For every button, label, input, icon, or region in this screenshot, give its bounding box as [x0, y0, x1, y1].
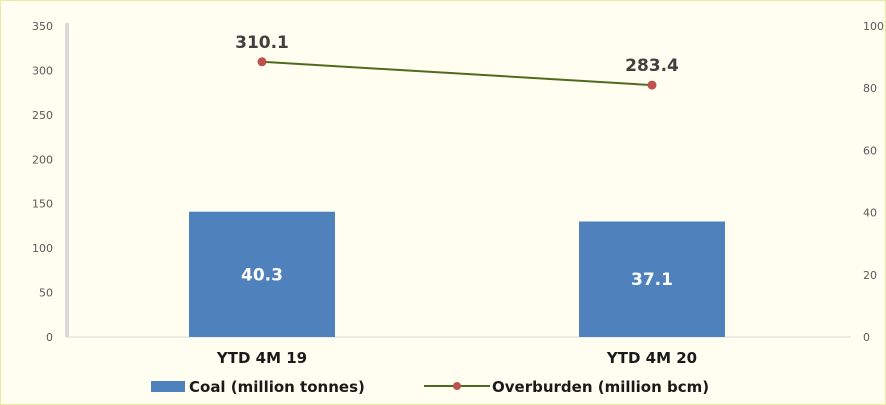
left-tick-label: 200 [32, 153, 53, 166]
left-tick-label: 50 [39, 287, 53, 300]
right-tick-label: 0 [863, 331, 870, 344]
overburden-data-label: 283.4 [625, 56, 679, 76]
right-tick-label: 60 [863, 144, 877, 157]
left-tick-label: 150 [32, 198, 53, 211]
coal-data-label: 40.3 [241, 265, 283, 285]
left-tick-label: 250 [32, 109, 53, 122]
left-tick-label: 300 [32, 64, 53, 77]
category-label: YTD 4M 19 [216, 349, 307, 367]
overburden-data-label: 310.1 [235, 33, 289, 53]
right-tick-label: 40 [863, 207, 877, 220]
overburden-marker [257, 57, 267, 67]
overburden-legend-label: Overburden (million bcm) [492, 378, 709, 396]
overburden-legend-marker [453, 382, 461, 390]
category-label: YTD 4M 20 [606, 349, 697, 367]
coal-bar [189, 211, 335, 337]
right-tick-label: 80 [863, 82, 877, 95]
right-tick-label: 100 [863, 20, 884, 33]
right-tick-label: 20 [863, 269, 877, 282]
overburden-marker [647, 80, 657, 90]
left-tick-label: 0 [46, 331, 53, 344]
coal-legend-label: Coal (million tonnes) [189, 378, 365, 396]
coal-legend-swatch [151, 381, 185, 392]
overburden-line [261, 60, 653, 87]
coal-bar [579, 221, 725, 337]
left-tick-label: 350 [32, 20, 53, 33]
coal-data-label: 37.1 [631, 270, 673, 290]
left-tick-label: 100 [32, 242, 53, 255]
